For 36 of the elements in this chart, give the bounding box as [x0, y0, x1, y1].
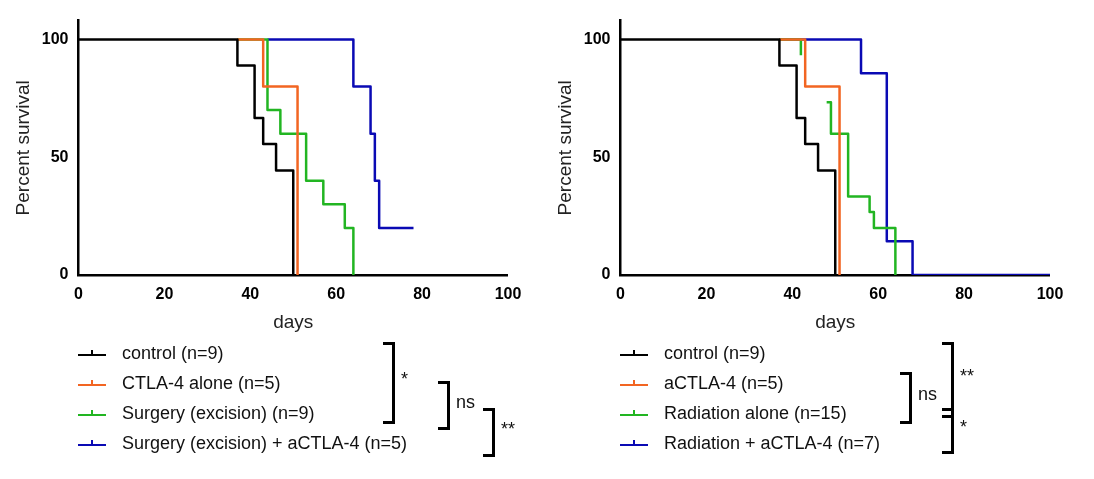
- legend-label: control (n=9): [664, 342, 766, 364]
- y-tick-label: 50: [50, 147, 69, 165]
- legend-label: Radiation alone (n=15): [664, 402, 847, 424]
- legend-label: Radiation + aCTLA-4 (n=7): [664, 432, 881, 454]
- y-tick-label: 100: [41, 29, 69, 47]
- x-tick-label: 80: [413, 285, 432, 303]
- text: **: [501, 418, 516, 440]
- x-tick-label: 20: [155, 285, 174, 303]
- y-axis-title: Percent survival: [553, 80, 575, 216]
- y-tick-label: 50: [592, 147, 611, 165]
- x-tick-label: 40: [241, 285, 260, 303]
- x-tick-label: 100: [494, 285, 522, 303]
- y-tick-label: 0: [59, 265, 69, 283]
- text: ns: [456, 391, 476, 413]
- x-tick-label: 60: [327, 285, 346, 303]
- y-tick-label: 0: [601, 265, 611, 283]
- legend-label: CTLA-4 alone (n=5): [122, 372, 281, 394]
- legend-label: aCTLA-4 (n=5): [664, 372, 784, 394]
- x-tick-label: 100: [1036, 285, 1064, 303]
- text: *: [960, 417, 968, 438]
- x-tick-label: 0: [74, 285, 84, 303]
- x-tick-label: 40: [783, 285, 802, 303]
- legend-label: Surgery (excision) (n=9): [122, 402, 315, 424]
- legend-label: Surgery (excision) + aCTLA-4 (n=5): [122, 432, 408, 454]
- y-axis-title: Percent survival: [11, 80, 33, 216]
- x-tick-label: 20: [697, 285, 716, 303]
- text: **: [960, 366, 975, 387]
- y-tick-label: 100: [583, 29, 611, 47]
- x-axis-title: days: [273, 310, 314, 332]
- x-tick-label: 0: [616, 285, 626, 303]
- x-tick-label: 80: [955, 285, 974, 303]
- text: *: [401, 369, 409, 390]
- x-tick-label: 60: [869, 285, 888, 303]
- x-axis-title: days: [815, 310, 856, 332]
- legend-label: control (n=9): [122, 342, 224, 364]
- text: ns: [918, 384, 938, 405]
